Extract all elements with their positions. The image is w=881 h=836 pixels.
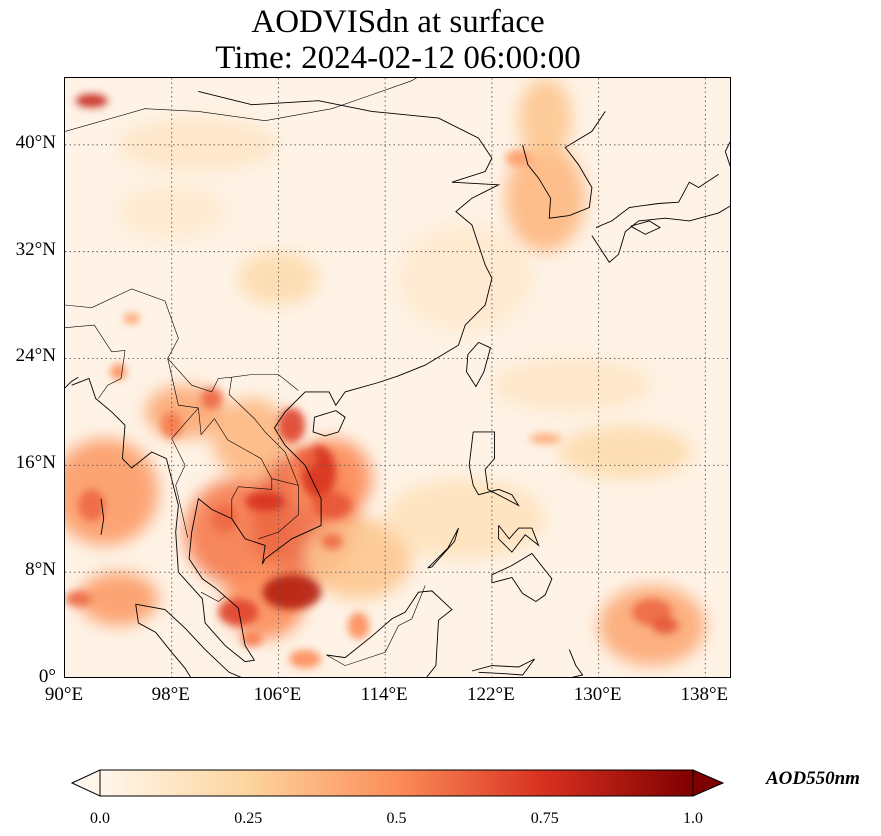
coastline [466, 341, 492, 388]
country-border [65, 288, 299, 393]
colorbar-min-extension [70, 769, 101, 797]
aod-blob [110, 363, 127, 380]
coastline [100, 498, 105, 535]
lon-tick-label: 138°E [680, 684, 729, 705]
coastline [326, 590, 453, 677]
aod-blob [211, 505, 239, 533]
colorbar-tick-label: 0.5 [386, 810, 407, 827]
lat-tick-label: 16°N [15, 452, 56, 474]
map-time: Time: 2024-02-12 06:00:00 [215, 40, 581, 76]
coastline [71, 90, 501, 663]
aod-blob [123, 313, 140, 324]
lat-tick-label: 40°N [15, 131, 56, 153]
country-border [200, 591, 226, 602]
aod-blob [241, 630, 263, 647]
country-border [167, 358, 299, 540]
map-title: AODVISdn at surface [251, 4, 545, 40]
aod-blob [262, 574, 322, 610]
colorbar-tick-label: 0.25 [234, 810, 263, 827]
country-border [231, 478, 273, 519]
lon-tick-label: 106°E [253, 684, 302, 705]
aod-blob [78, 572, 159, 626]
country-border [326, 585, 426, 666]
colorbar-tick-label: 1.0 [683, 810, 703, 827]
colorbar [70, 769, 725, 797]
coastline [498, 525, 540, 553]
map-area [64, 77, 731, 678]
lon-tick-label: 90°E [44, 684, 84, 705]
aod-blob [398, 224, 532, 332]
lon-tick-label: 114°E [360, 684, 408, 705]
aod-blob [311, 492, 352, 519]
aod-blob [118, 118, 279, 172]
aod-blob [245, 492, 286, 511]
aod-blob [518, 78, 572, 159]
aod-blob [491, 358, 652, 412]
coastline [724, 141, 730, 152]
coastline [491, 552, 553, 603]
coastline [427, 527, 459, 569]
aod-field [65, 78, 730, 677]
lat-tick-label: 8°N [25, 559, 56, 581]
coastline [630, 220, 661, 235]
lon-tick-label: 122°E [467, 684, 515, 705]
coastline [468, 431, 520, 507]
country-border [65, 324, 126, 399]
lon-tick-label: 98°E [151, 684, 190, 705]
colorbar-gradient [99, 769, 694, 797]
coastline [135, 603, 242, 677]
aod-blob [558, 425, 692, 479]
lat-tick-label: 32°N [15, 238, 56, 260]
aod-blob [347, 612, 370, 639]
aod-blob [218, 598, 259, 626]
coastline [471, 658, 535, 676]
coastline [312, 410, 346, 437]
aod-blob [652, 617, 679, 634]
coastline [568, 649, 584, 677]
aod-blob [78, 489, 105, 522]
aod-blob [529, 433, 562, 444]
lat-tick-label: 0° [38, 666, 56, 687]
country-border [228, 377, 299, 486]
aod-blob [321, 533, 343, 550]
aod-blob [118, 184, 226, 239]
colorbar-title: AOD550nm [766, 768, 860, 789]
aod-blob [385, 478, 546, 559]
aod-blob [65, 590, 92, 607]
colorbar-tick-label: 0.75 [530, 810, 559, 827]
colorbar-tick-label: 0.0 [90, 810, 110, 827]
colorbar-max-extension [692, 769, 725, 797]
coastline [591, 151, 730, 263]
lon-tick-label: 130°E [573, 684, 622, 705]
aod-blob [201, 387, 223, 410]
coastline [135, 604, 191, 677]
coastline [65, 376, 79, 389]
lat-tick-label: 24°N [15, 345, 56, 367]
aod-blob [211, 398, 292, 479]
aod-blob [75, 94, 108, 108]
coastline [595, 173, 719, 229]
aod-blob [278, 407, 306, 443]
aod-blob [294, 447, 316, 470]
country-border [65, 78, 417, 132]
aod-blob [289, 649, 322, 669]
aod-blob [238, 251, 319, 305]
aod-blob [505, 144, 586, 252]
country-border [171, 407, 199, 538]
